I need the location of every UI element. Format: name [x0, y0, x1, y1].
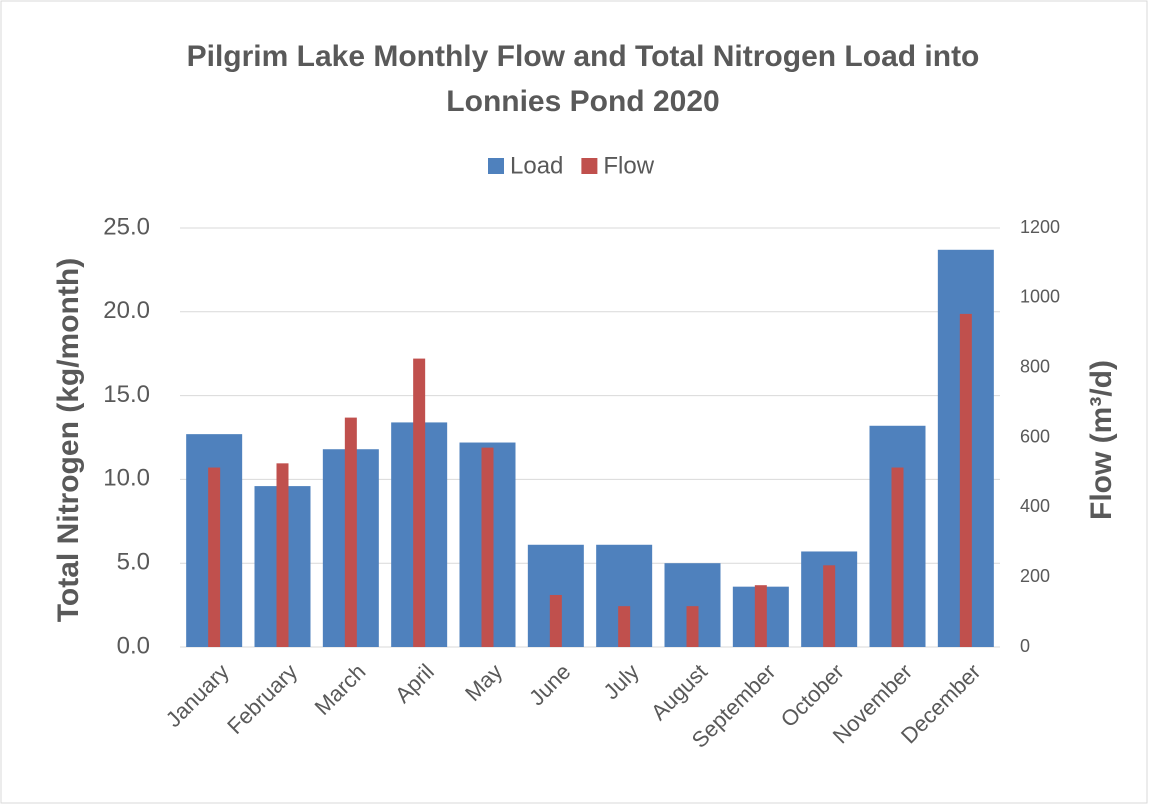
- bar: [344, 417, 357, 647]
- legend-label: Flow: [603, 152, 654, 179]
- bar: [959, 313, 972, 647]
- chart-title: Pilgrim Lake Monthly Flow and Total Nitr…: [187, 40, 980, 73]
- y2-tick-label: 600: [1020, 426, 1050, 446]
- bar: [413, 358, 426, 647]
- bar: [686, 606, 699, 647]
- bar: [481, 447, 494, 647]
- legend-swatch: [581, 158, 598, 174]
- bar: [891, 467, 904, 647]
- y2-tick-label: 400: [1020, 496, 1050, 516]
- y-tick-label: 10.0: [103, 465, 150, 492]
- bar: [276, 463, 289, 647]
- y2-tick-label: 1200: [1020, 217, 1060, 237]
- y2-tick-label: 0: [1020, 636, 1030, 656]
- chart-title: Lonnies Pond 2020: [446, 85, 719, 118]
- legend-swatch: [488, 158, 504, 174]
- y-tick-label: 15.0: [103, 381, 150, 408]
- y-tick-label: 5.0: [117, 549, 150, 576]
- legend-label: Load: [510, 152, 563, 179]
- bar: [754, 585, 767, 647]
- bar: [823, 565, 836, 647]
- y-tick-label: 0.0: [117, 632, 150, 659]
- y-tick-label: 20.0: [103, 297, 150, 324]
- bar: [549, 594, 562, 647]
- bar: [208, 467, 221, 647]
- y2-tick-label: 1000: [1020, 287, 1060, 307]
- y-axis-title: Total Nitrogen (kg/month): [52, 258, 85, 622]
- y2-tick-label: 200: [1020, 566, 1050, 586]
- y2-axis-title: Flow (m³/d): [1085, 360, 1118, 520]
- bar: [618, 606, 631, 647]
- y2-tick-label: 800: [1020, 356, 1050, 376]
- y-tick-label: 25.0: [103, 213, 150, 240]
